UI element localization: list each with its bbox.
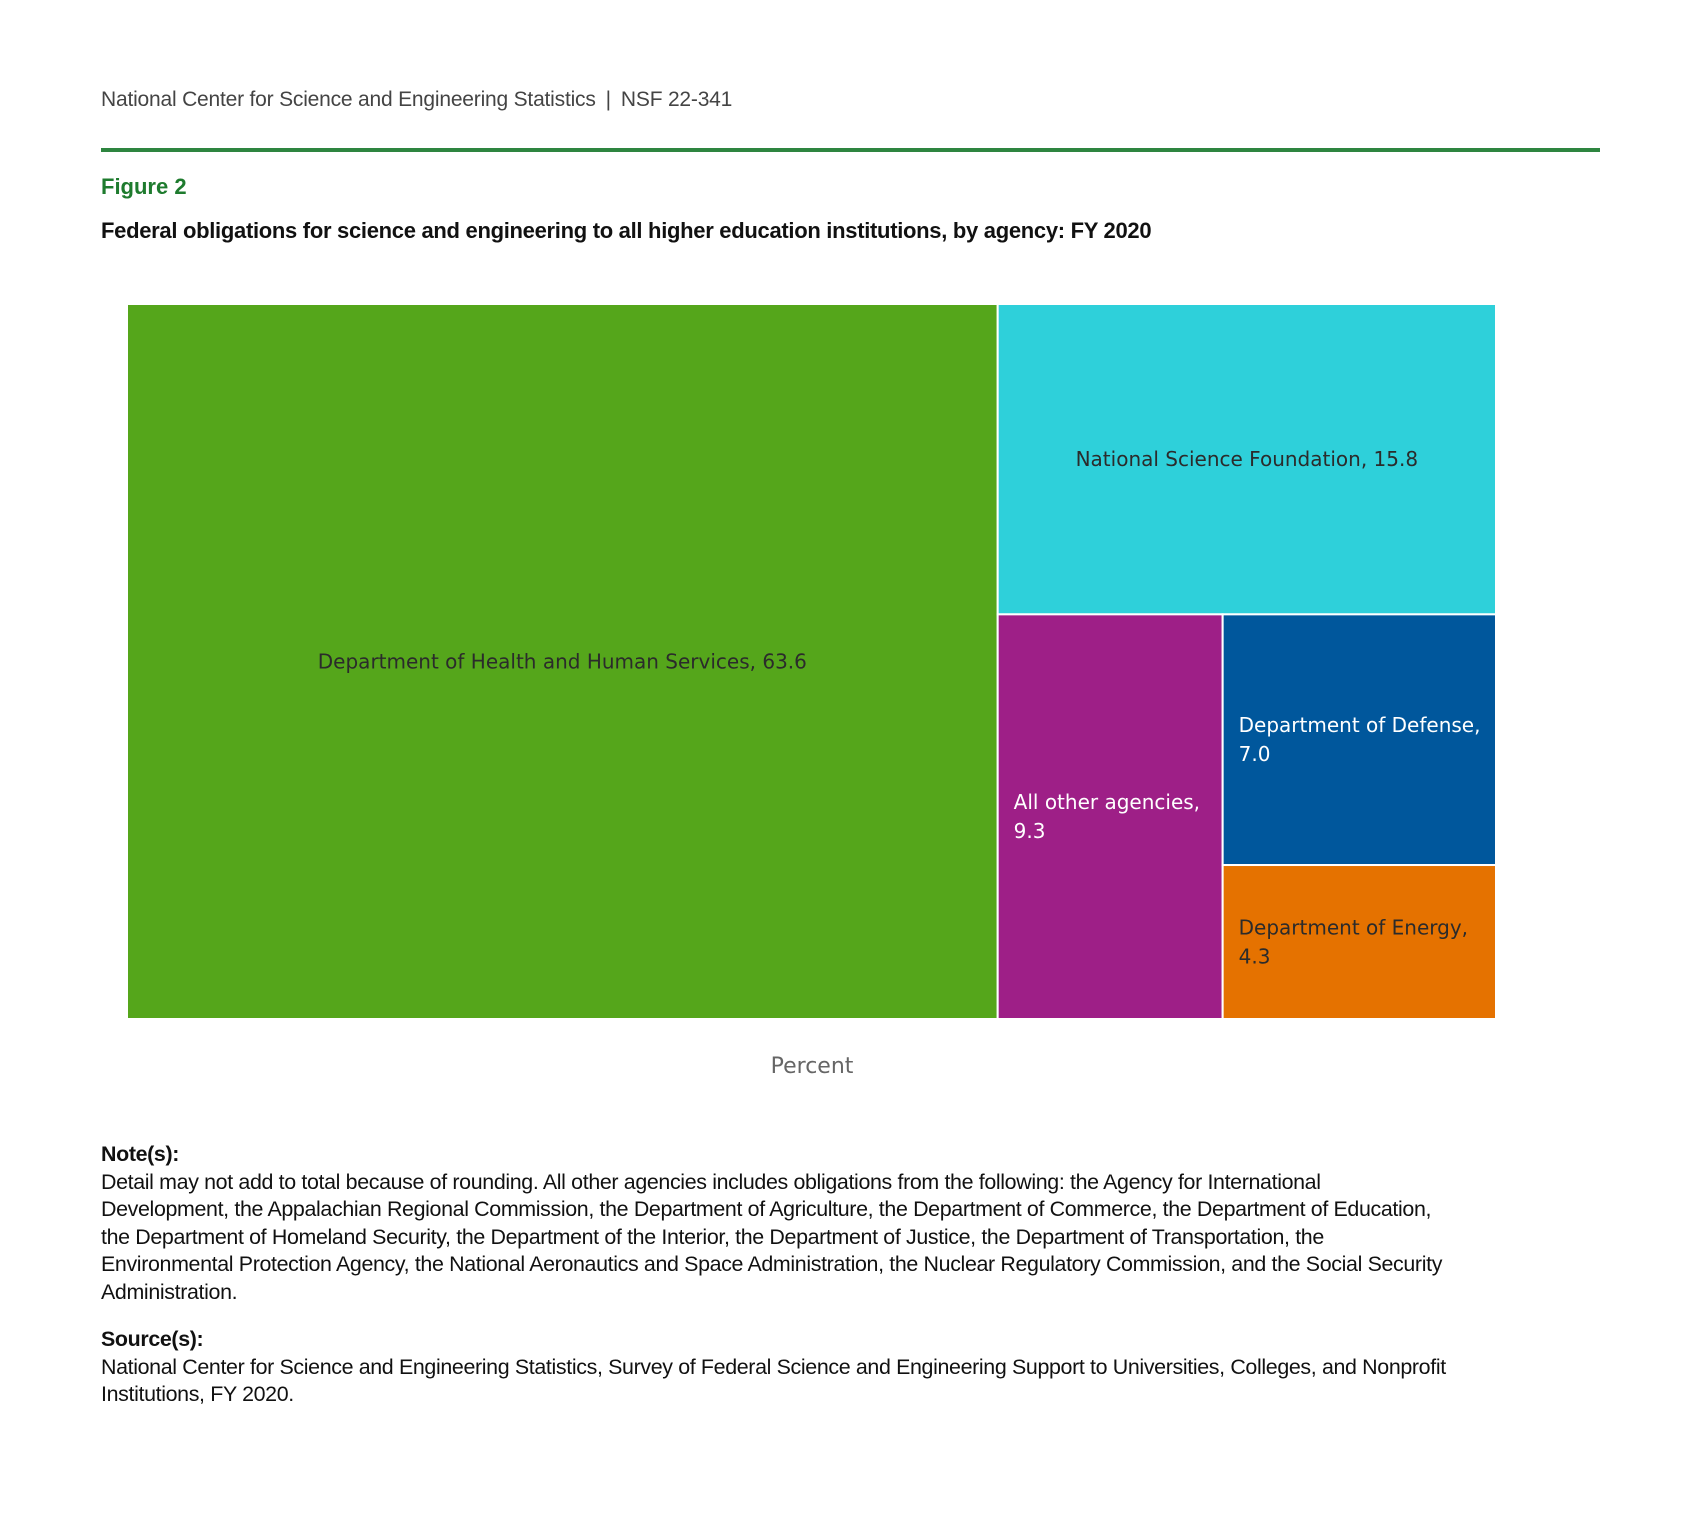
source-line: Institutions, FY 2020. [101,1382,294,1406]
header-rule [101,148,1600,152]
treemap-label-line: 4.3 [1239,945,1271,969]
treemap-label-department-of-energy: Department of Energy, 4.3 [1239,916,1468,969]
source-section: Source(s): National Center for Science a… [101,1326,1631,1409]
axis-label-percent: Percent [770,1054,854,1079]
treemap-cell-all-other-agencies: All other agencies, 9.3 [996,613,1224,1020]
treemap-cell-department-of-energy: Department of Energy, 4.3 [1221,864,1497,1021]
treemap-rect-department-of-health-and-human-services [126,303,999,1020]
treemap-rect-national-science-foundation [996,303,1498,616]
header-separator: | [605,88,611,111]
figure-label: Figure 2 [101,174,187,199]
header-report-id: NSF 22-341 [620,88,733,111]
notes-line: Detail may not add to total because of r… [101,1169,1321,1194]
treemap-label-line: 9.3 [1014,819,1046,843]
treemap-label-all-other-agencies: All other agencies, 9.3 [1014,790,1200,843]
notes-line: the Department of Homeland Security, the… [101,1224,1324,1249]
notes-line: Environmental Protection Agency, the Nat… [101,1252,1443,1276]
treemap-cell-department-of-health-and-human-services: Department of Health and Human Services,… [126,303,999,1020]
treemap-label-line: 7.0 [1239,742,1271,766]
notes-line: Development, the Appalachian Regional Co… [101,1197,1432,1221]
treemap-label-department-of-health-and-human-services: Department of Health and Human Services,… [318,650,807,674]
treemap-cell-department-of-defense: Department of Defense, 7.0 [1221,613,1497,867]
notes-section: Note(s): Detail may not add to total bec… [101,1141,1631,1306]
treemap-label-department-of-defense: Department of Defense, 7.0 [1239,713,1481,766]
source-line: National Center for Science and Engineer… [101,1354,1446,1379]
report-header: National Center for Science and Engineer… [101,88,732,112]
treemap-label-national-science-foundation: National Science Foundation, 15.8 [1076,447,1418,471]
treemap-cell-national-science-foundation: National Science Foundation, 15.8 [996,303,1498,616]
notes-line: Administration. [101,1279,238,1304]
treemap-label-line: Department of Energy, [1239,916,1468,940]
treemap-label-line: All other agencies, [1014,790,1200,814]
figure-title: Federal obligations for science and engi… [101,218,1152,243]
notes-heading: Note(s): [101,1142,179,1166]
treemap-label-line: Department of Defense, [1239,713,1481,737]
header-org: National Center for Science and Engineer… [101,88,596,111]
treemap-rect-all-other-agencies [996,613,1224,1020]
treemap-rect-department-of-defense [1221,613,1497,867]
treemap-rect-department-of-energy [1221,864,1497,1021]
source-heading: Source(s): [101,1327,204,1351]
treemap-chart: Department of Health and Human Services,… [126,303,1498,1021]
